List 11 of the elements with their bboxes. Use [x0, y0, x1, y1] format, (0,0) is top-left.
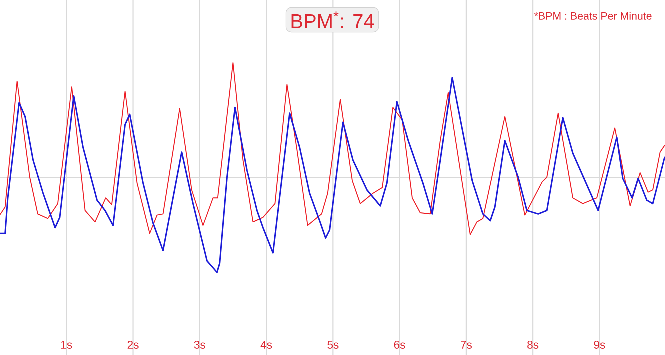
- x-tick-label: 1s: [62, 341, 72, 349]
- chart-title: BPM$^{*}$: 74: [292, 12, 374, 28]
- x-tick-label: 6s: [394, 340, 406, 349]
- x-tick-label: 3s: [194, 340, 206, 349]
- x-tick-label: 8s: [528, 340, 539, 349]
- x-tick-label: 2s: [128, 340, 139, 349]
- x-tick-label: 5s: [328, 341, 339, 349]
- x-tick-label: 4s: [260, 341, 272, 349]
- text: *BPM : Beats Per Minute: [534, 12, 652, 20]
- x-tick-label: 9s: [594, 340, 606, 349]
- x-tick-label: 7s: [461, 341, 472, 349]
